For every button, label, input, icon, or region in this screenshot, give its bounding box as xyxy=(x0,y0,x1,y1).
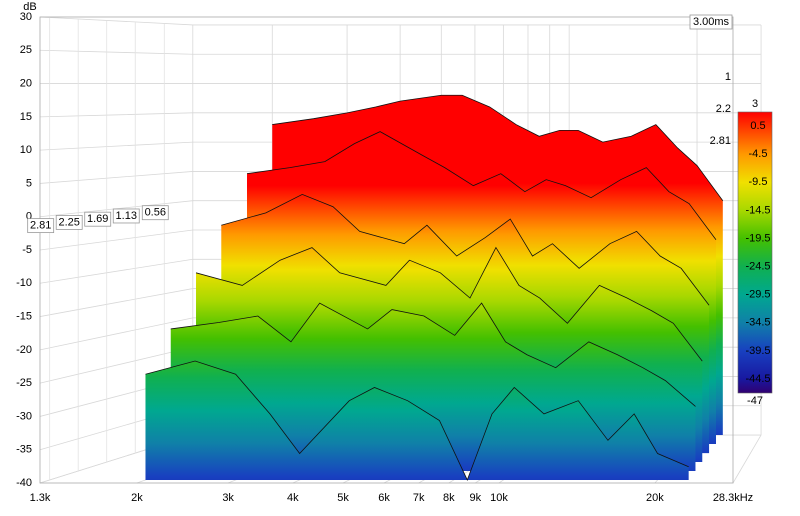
colorbar-label: -29.5 xyxy=(745,289,770,301)
right-depth-label: 2.81 xyxy=(710,135,731,147)
y-tick-label: -40 xyxy=(16,477,32,489)
x-tick-label: 20k xyxy=(646,492,664,504)
y-tick-label: -25 xyxy=(16,377,32,389)
y-tick-label: 15 xyxy=(20,111,32,123)
y-tick-label: -20 xyxy=(16,344,32,356)
colorbar-label: -24.5 xyxy=(745,260,770,272)
right-depth-label: 2.2 xyxy=(716,103,731,115)
depth-label: 1.13 xyxy=(116,210,137,222)
y-tick-label: -30 xyxy=(16,410,32,422)
depth-label: 1.69 xyxy=(87,213,108,225)
x-tick-label: 10k xyxy=(490,492,508,504)
x-tick-label: 9k xyxy=(469,492,481,504)
y-tick-label: 5 xyxy=(26,177,32,189)
x-tick-label: 8k xyxy=(443,492,455,504)
colorbar-label: -39.5 xyxy=(745,345,770,357)
colorbar-label: -47 xyxy=(747,395,763,407)
colorbar-label: -19.5 xyxy=(745,232,770,244)
colorbar-label: -34.5 xyxy=(745,317,770,329)
depth-label: 2.25 xyxy=(58,216,79,228)
x-tick-label: 7k xyxy=(413,492,425,504)
y-tick-label: -15 xyxy=(16,310,32,322)
right-depth-label: 1 xyxy=(725,71,731,83)
y-axis-label: dB xyxy=(23,1,36,13)
x-tick-label: 2k xyxy=(131,492,143,504)
x-tick-label: 5k xyxy=(337,492,349,504)
depth-label: 0.56 xyxy=(145,207,166,219)
x-tick-label: 1.3k xyxy=(30,492,51,504)
colorbar-label: -44.5 xyxy=(745,373,770,385)
depth-label: 2.81 xyxy=(30,220,51,232)
depth-end-label: 3.00ms xyxy=(693,16,730,28)
x-tick-label: 28.3kHz xyxy=(713,492,753,504)
y-tick-label: 25 xyxy=(20,44,32,56)
y-tick-label: -35 xyxy=(16,444,32,456)
y-tick-label: 10 xyxy=(20,144,32,156)
colorbar-label: 3 xyxy=(752,98,758,110)
x-tick-label: 3k xyxy=(222,492,234,504)
x-tick-label: 6k xyxy=(378,492,390,504)
colorbar-label: -9.5 xyxy=(749,176,768,188)
colorbar-label: -4.5 xyxy=(749,148,768,160)
colorbar-label: 0.5 xyxy=(750,120,765,132)
grid-line xyxy=(40,17,761,25)
colorbar-label: -14.5 xyxy=(745,204,770,216)
x-tick-label: 4k xyxy=(287,492,299,504)
y-tick-label: 20 xyxy=(20,77,32,89)
y-tick-label: -5 xyxy=(22,244,32,256)
y-tick-label: -10 xyxy=(16,277,32,289)
surface xyxy=(145,95,722,480)
